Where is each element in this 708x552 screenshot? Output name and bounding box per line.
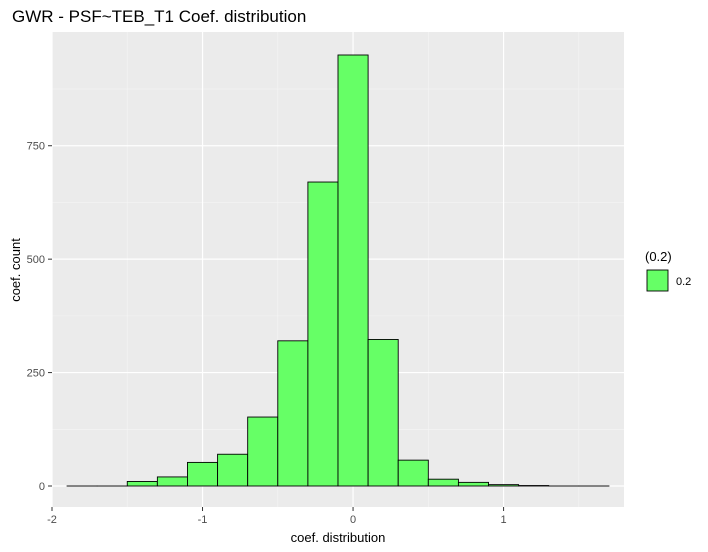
histogram-bar-12 xyxy=(427,478,459,487)
histogram-bar-2 xyxy=(126,481,158,487)
legend-key-swatch xyxy=(646,269,669,292)
histogram-bar-7 xyxy=(277,340,309,487)
x-axis-ticks: -2 -1 0 1 xyxy=(47,507,507,526)
y-tick-label: 0 xyxy=(39,481,45,493)
histogram-bar-3 xyxy=(156,476,188,487)
legend-title: (0.2) xyxy=(645,249,672,264)
y-axis-ticks: 0 250 500 750 xyxy=(27,141,52,493)
y-tick-label: 250 xyxy=(27,368,45,380)
x-axis-title: coef. distribution xyxy=(291,530,386,545)
x-tick-label: -1 xyxy=(198,514,208,526)
histogram-bar-11 xyxy=(397,459,429,487)
histogram-bar-14 xyxy=(488,484,520,487)
chart-title: GWR - PSF~TEB_T1 Coef. distribution xyxy=(12,7,306,26)
histogram-bar-9 xyxy=(337,54,369,487)
histogram-bar-5 xyxy=(217,453,249,487)
x-tick-label: 0 xyxy=(350,514,356,526)
histogram-bar-6 xyxy=(247,416,279,487)
histogram-bar-8 xyxy=(307,181,339,487)
x-tick-label: -2 xyxy=(47,514,57,526)
y-axis-title: coef. count xyxy=(8,238,23,302)
legend: (0.2) 0.2 xyxy=(645,249,691,292)
histogram-bar-13 xyxy=(457,481,489,487)
y-tick-label: 500 xyxy=(27,254,45,266)
legend-entry-label: 0.2 xyxy=(676,276,691,288)
x-tick-label: 1 xyxy=(501,514,507,526)
histogram-bars xyxy=(66,54,610,487)
y-tick-label: 750 xyxy=(27,141,45,153)
histogram-bar-10 xyxy=(367,339,399,487)
histogram-bar-4 xyxy=(187,461,219,487)
